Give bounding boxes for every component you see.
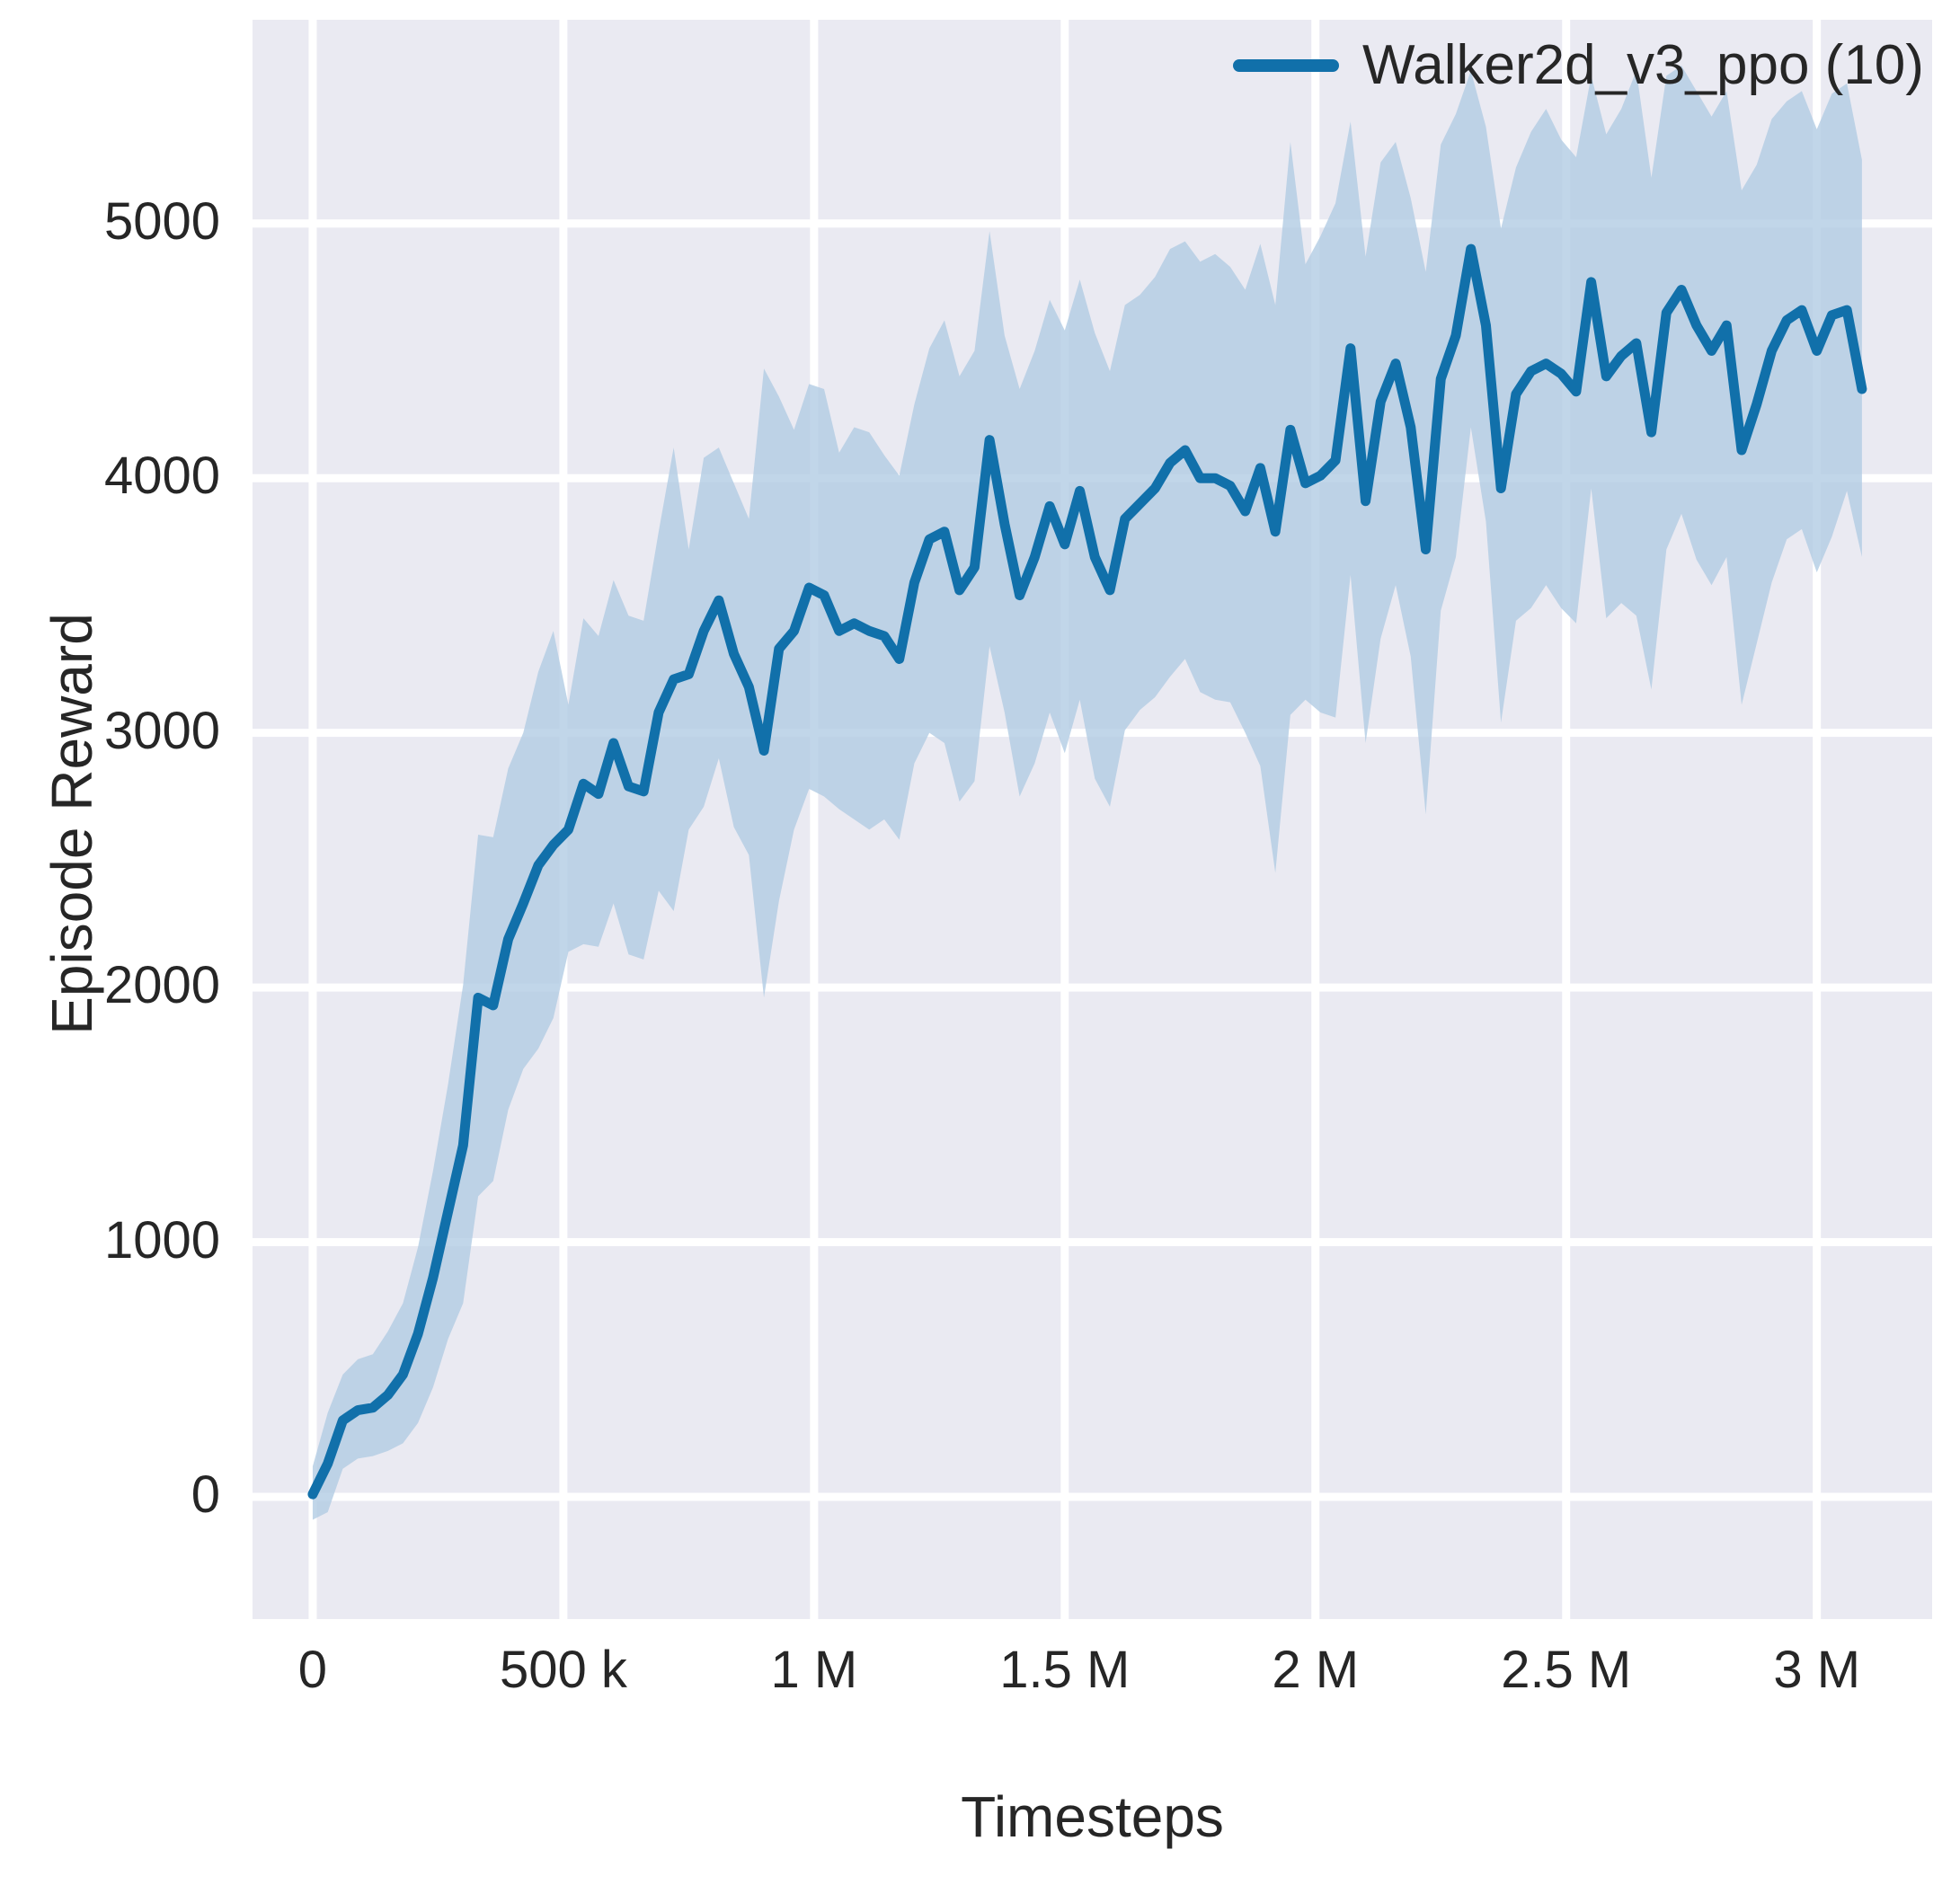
x-tick-label-4: 2 M (1272, 1641, 1360, 1699)
legend: Walker2d_v3_ppo (10) (1233, 38, 1924, 93)
y-tick-label-3000: 3000 (103, 701, 220, 760)
series-line-walker2d-v3-ppo (307, 243, 1867, 1500)
legend-label-walker2d-v3-ppo: Walker2d_v3_ppo (10) (1362, 34, 1924, 96)
plot-area (253, 20, 1932, 1619)
y-tick-label-0: 0 (191, 1465, 220, 1524)
y-tick-label-4000: 4000 (103, 447, 220, 506)
y-tick-label-2000: 2000 (103, 956, 220, 1015)
confidence-band (312, 66, 1862, 1520)
x-axis-title: Timesteps (961, 1784, 1224, 1849)
plot-svg (253, 20, 1932, 1619)
y-tick-label-5000: 5000 (103, 191, 220, 251)
x-tick-label-6: 3 M (1773, 1641, 1861, 1699)
y-axis-title: Episode Reward (40, 613, 104, 1035)
x-tick-label-1: 500 k (499, 1641, 627, 1699)
y-tick-label-1000: 1000 (103, 1210, 220, 1270)
x-tick-label-5: 2.5 M (1501, 1641, 1632, 1699)
x-tick-label-3: 1.5 M (999, 1641, 1131, 1699)
legend-color-swatch-walker2d-v3-ppo (1233, 59, 1339, 72)
x-tick-label-0: 0 (297, 1641, 328, 1699)
x-tick-label-2: 1 M (770, 1641, 858, 1699)
